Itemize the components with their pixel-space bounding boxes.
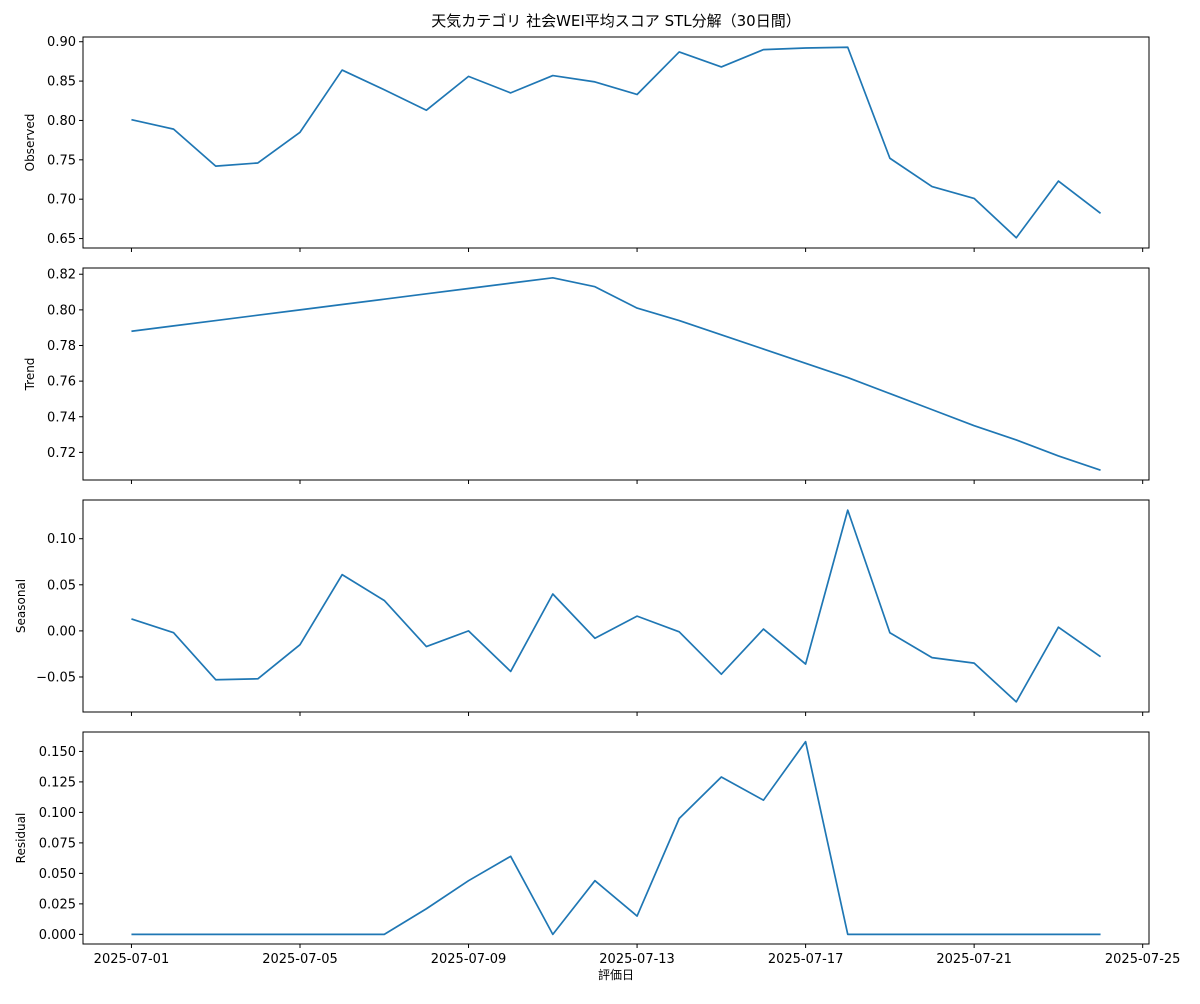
axes-frame — [82, 267, 1150, 481]
y-tick-label: 0.90 — [47, 35, 76, 50]
y-tick-label: 0.85 — [47, 75, 76, 90]
y-tick-label: 0.65 — [47, 232, 76, 247]
chart-title: 天気カテゴリ 社会WEI平均スコア STL分解（30日間） — [431, 12, 801, 30]
series-line-observed — [131, 46, 1102, 239]
y-tick-label: 0.70 — [47, 193, 76, 208]
y-tick-label: 0.150 — [39, 745, 76, 760]
y-tick-label: 0.10 — [47, 532, 76, 547]
x-tick-label: 2025-07-13 — [599, 952, 675, 967]
y-tick-label: 0.025 — [39, 897, 76, 912]
x-tick-label: 2025-07-01 — [94, 952, 170, 967]
y-tick-label: −0.05 — [36, 670, 76, 685]
y-tick-label: 0.74 — [47, 410, 76, 425]
y-tick-label: 0.050 — [39, 867, 76, 882]
x-tick-label: 2025-07-25 — [1105, 952, 1181, 967]
y-tick-label: 0.05 — [47, 578, 76, 593]
y-tick-label: 0.80 — [47, 303, 76, 318]
y-tick-label: 0.78 — [47, 339, 76, 354]
y-axis-label: Trend — [23, 358, 37, 392]
x-axis-label: 評価日 — [597, 968, 634, 982]
y-tick-label: 0.82 — [47, 268, 76, 283]
y-tick-label: 0.100 — [39, 806, 76, 821]
x-tick-label: 2025-07-17 — [768, 952, 844, 967]
y-tick-label: 0.075 — [39, 836, 76, 851]
y-tick-label: 0.00 — [47, 624, 76, 639]
x-tick-label: 2025-07-09 — [431, 952, 507, 967]
y-tick-label: 0.80 — [47, 114, 76, 129]
series-line-residual — [131, 740, 1101, 936]
series-line-trend — [131, 276, 1101, 472]
y-tick-label: 0.75 — [47, 153, 76, 168]
y-tick-label: 0.000 — [39, 928, 76, 943]
x-tick-label: 2025-07-21 — [936, 952, 1012, 967]
series-line-seasonal — [131, 509, 1102, 703]
y-tick-label: 0.76 — [47, 375, 76, 390]
axes-frame — [82, 731, 1150, 945]
y-axis-label: Seasonal — [14, 579, 28, 633]
y-tick-label: 0.72 — [47, 446, 76, 461]
axes-frame — [82, 499, 1150, 713]
y-tick-label: 0.125 — [39, 775, 76, 790]
axes-frame — [82, 36, 1150, 249]
y-axis-label: Observed — [23, 114, 37, 172]
x-tick-label: 2025-07-05 — [262, 952, 338, 967]
y-axis-label: Residual — [14, 813, 28, 864]
